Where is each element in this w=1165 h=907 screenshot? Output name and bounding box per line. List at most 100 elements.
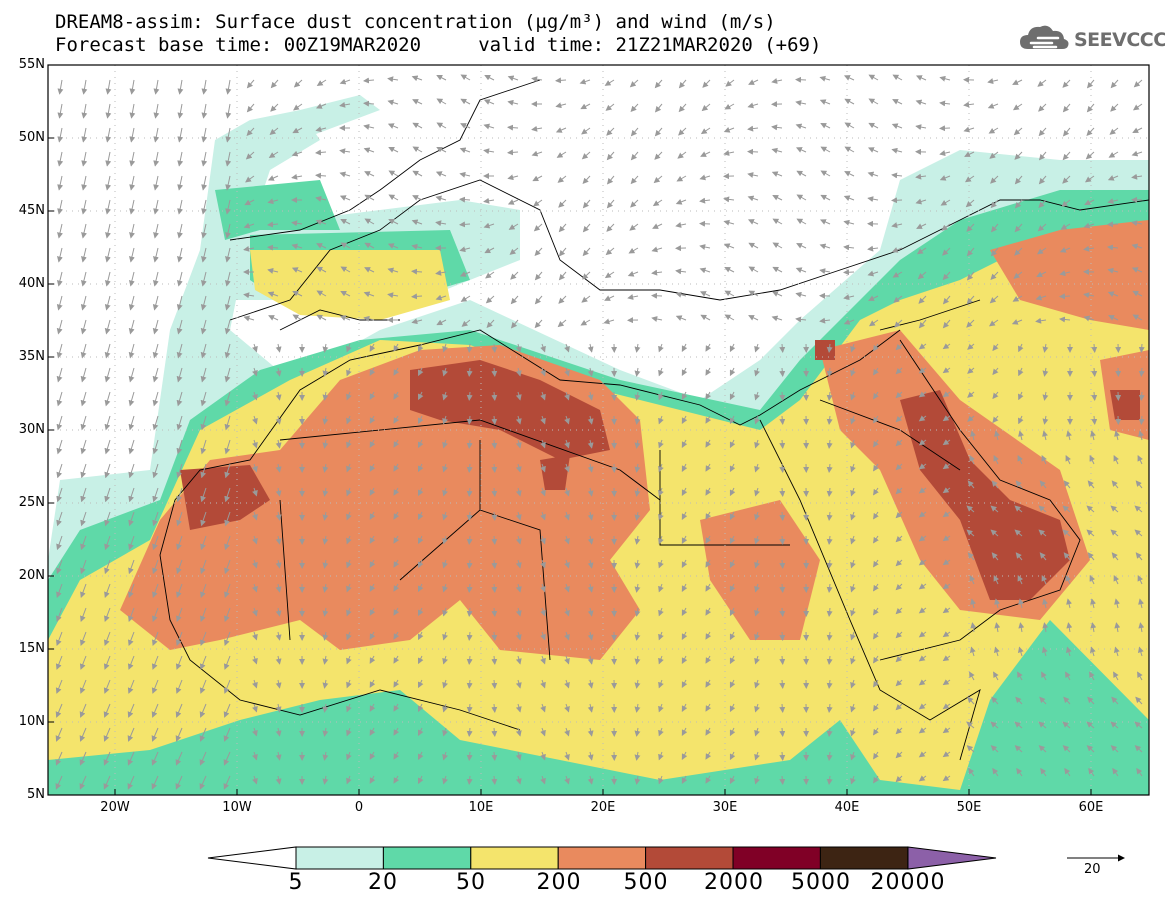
wind-arrow <box>393 559 400 568</box>
wind-arrow <box>363 315 375 322</box>
wind-arrow <box>80 535 87 551</box>
wind-arrow <box>1114 430 1120 441</box>
wind-arrow <box>515 559 522 569</box>
wind-arrow <box>1131 173 1143 180</box>
wind-arrow <box>491 511 498 521</box>
wind-arrow <box>346 559 352 569</box>
wind-arrow <box>129 199 136 215</box>
wind-arrow <box>436 146 447 153</box>
wind-arrow <box>153 103 160 119</box>
logo: SEEVCCC <box>1018 25 1165 55</box>
wind-arrow <box>969 574 976 585</box>
wind-arrow <box>293 79 303 88</box>
wind-arrow <box>531 125 543 132</box>
wind-arrow <box>1042 367 1049 377</box>
wind-arrow <box>436 122 447 129</box>
wind-arrow <box>748 242 759 249</box>
lon-label-50e: 50E <box>956 800 982 815</box>
wind-arrow <box>1137 574 1144 585</box>
wind-arrow <box>339 195 351 201</box>
wind-arrow <box>895 487 903 495</box>
wind-arrow <box>681 487 688 496</box>
wind-arrow <box>580 103 591 110</box>
wind-arrow <box>724 314 735 321</box>
wind-arrow <box>587 511 594 521</box>
wind-arrow <box>1131 267 1143 273</box>
wind-arrow <box>252 343 258 353</box>
wind-arrow <box>634 415 641 425</box>
wind-arrow <box>705 511 712 520</box>
wind-arrow <box>1063 552 1071 561</box>
wind-arrow <box>80 391 87 407</box>
wind-arrow <box>564 415 570 425</box>
lat-label-50n: 50N <box>18 130 45 145</box>
wind-arrow <box>918 583 927 590</box>
wind-arrow <box>868 295 879 301</box>
wind-arrow <box>723 219 735 226</box>
wind-arrow <box>176 295 183 311</box>
wind-arrow <box>369 463 376 472</box>
wind-arrow <box>627 294 639 300</box>
wind-arrow <box>964 175 975 183</box>
wind-arrow <box>681 559 688 568</box>
map-title-line2: Forecast base time: 00Z19MAR2020 valid t… <box>55 34 822 56</box>
wind-arrow <box>1086 103 1095 113</box>
wind-arrow <box>1018 430 1024 441</box>
wind-arrow <box>967 480 975 489</box>
wind-arrow <box>270 79 279 89</box>
wind-arrow <box>939 75 951 82</box>
lon-label-10e: 10E <box>468 800 494 815</box>
wind-arrow <box>942 343 951 350</box>
wind-arrow <box>435 171 447 177</box>
wind-arrow <box>1131 150 1143 157</box>
wind-arrow <box>442 583 448 593</box>
wind-arrow <box>1014 247 1023 256</box>
wind-arrow <box>57 223 63 239</box>
wind-arrow <box>652 199 663 207</box>
wind-arrow <box>658 583 664 593</box>
wind-arrow <box>153 151 160 167</box>
wind-arrow <box>587 559 594 569</box>
wind-arrow <box>346 367 352 377</box>
wind-arrow <box>891 247 903 253</box>
wind-arrow <box>1038 103 1047 112</box>
wind-arrow <box>967 552 975 561</box>
wind-arrow <box>267 244 279 251</box>
wind-arrow <box>315 103 327 109</box>
wind-arrow <box>491 391 498 401</box>
wind-arrow <box>363 100 375 107</box>
colorbar-box <box>732 846 821 870</box>
wind-arrow <box>1059 316 1071 323</box>
wind-arrow <box>340 290 351 297</box>
wind-arrow <box>81 247 87 263</box>
wind-arrow <box>796 194 807 201</box>
wind-arrow <box>177 79 184 95</box>
wind-arrow <box>267 221 279 228</box>
wind-arrow <box>587 439 594 449</box>
wind-arrow <box>564 535 570 545</box>
wind-arrow <box>152 367 159 383</box>
wind-arrow <box>850 415 856 425</box>
wind-arrow <box>466 559 473 569</box>
wind-arrow <box>850 559 856 569</box>
wind-arrow <box>967 367 975 374</box>
wind-arrow <box>579 78 591 85</box>
wind-arrow <box>200 535 207 551</box>
wind-arrow <box>346 487 352 497</box>
wind-arrow <box>966 319 975 328</box>
wind-arrow <box>224 583 231 599</box>
wind-arrow <box>224 319 231 335</box>
wind-arrow <box>843 75 855 81</box>
wind-arrow <box>417 535 424 545</box>
wind-arrow <box>153 175 160 191</box>
wind-arrow <box>892 74 903 81</box>
wind-arrow <box>412 195 423 201</box>
wind-arrow <box>939 175 951 181</box>
wind-arrow <box>105 79 112 95</box>
wind-arrow <box>1108 315 1119 321</box>
wind-arrow <box>1083 245 1095 252</box>
wind-arrow <box>658 391 664 401</box>
wind-arrow <box>1013 271 1023 279</box>
wind-arrow <box>56 559 63 575</box>
wind-arrow <box>918 319 927 329</box>
